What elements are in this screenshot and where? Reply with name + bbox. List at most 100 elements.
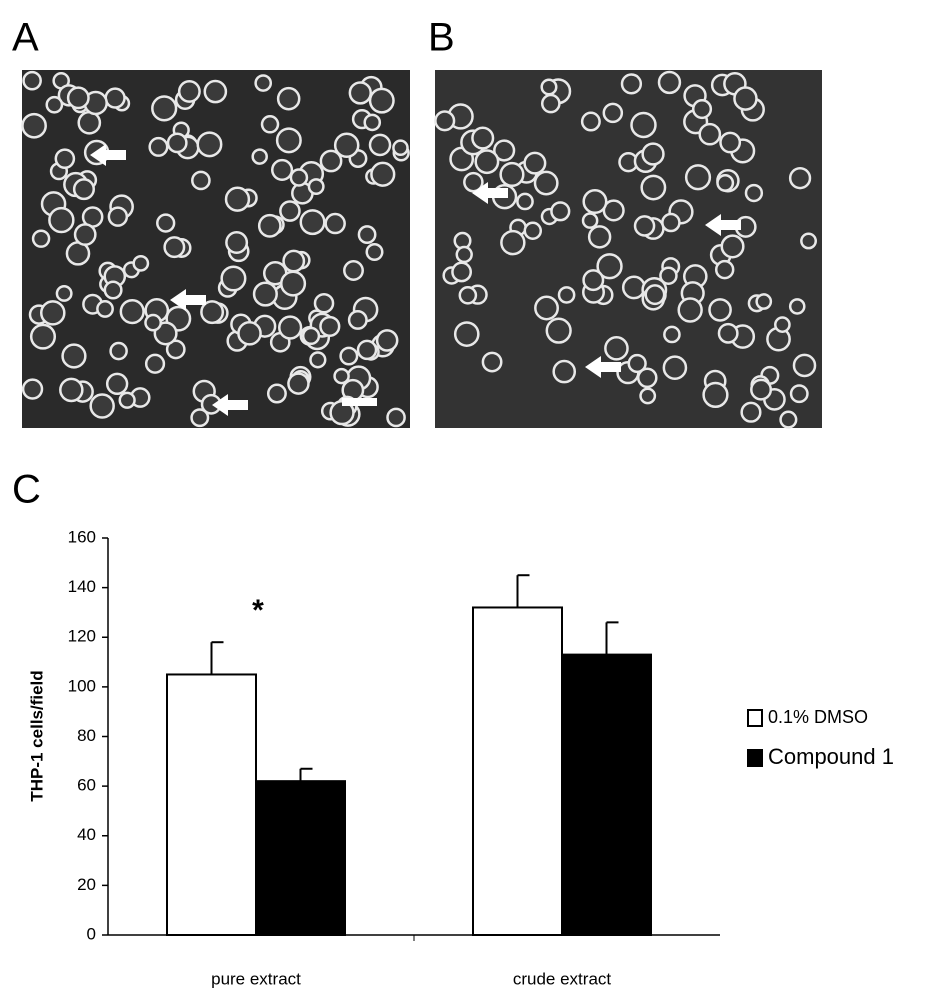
cell [96,300,114,318]
cell [307,178,325,196]
panel-label: B [428,16,455,60]
panel-label: C [12,468,41,512]
cell [224,186,251,212]
cell [657,70,682,95]
cell [45,95,64,114]
cell [523,221,543,240]
x-tick-label: pure extract [211,969,301,988]
cell [471,126,495,150]
cell [347,310,368,330]
cell [458,285,478,305]
cell [266,383,287,404]
cell [733,86,758,111]
cell [714,259,735,280]
cell [587,225,612,249]
cell [324,212,346,235]
y-tick-label: 140 [68,577,96,596]
cell [119,298,145,325]
cell [153,321,178,346]
cell [533,170,559,196]
cell [151,95,178,122]
cell [22,70,42,91]
cell [639,387,657,405]
cell [196,131,223,158]
cell [453,321,480,347]
bar [472,606,563,936]
y-tick-label: 0 [87,924,96,943]
cell [103,280,123,300]
x-tick-label: crude extract [513,969,612,988]
cell [451,261,473,283]
cell [708,298,732,322]
cell [59,377,84,403]
cell [719,131,742,154]
cell [552,359,577,384]
cell [602,199,625,222]
cell [48,206,75,234]
y-axis-label: THP-1 cells/field [27,670,46,801]
cell [580,111,601,132]
cell [252,281,278,307]
cell [40,300,66,326]
cell [602,102,624,124]
cell [148,136,169,157]
legend-swatch [747,749,763,767]
cell [31,229,51,248]
cell [644,284,666,306]
cell [301,326,321,346]
arrow [705,214,741,236]
cell [774,316,791,333]
cell [800,232,817,250]
cell [29,323,57,350]
cell [386,407,406,428]
cell [66,86,90,110]
cell [339,346,359,366]
cell [717,322,739,344]
cell [363,113,382,132]
cell [21,378,44,400]
cell [254,74,273,92]
cell [109,341,128,361]
cell [191,170,211,191]
cell [789,384,809,404]
cell [368,87,395,114]
cell [278,315,303,340]
cell [691,98,713,120]
cell [740,401,762,423]
cell [73,223,97,246]
cell [659,266,678,285]
cell [177,79,201,103]
cell [636,367,658,389]
cell [333,367,350,385]
cell [237,321,262,346]
cell [190,408,210,428]
cell [260,115,280,134]
bar [255,780,346,936]
cell [716,173,735,192]
cell [788,298,806,315]
cell [348,81,372,105]
cell [481,351,503,373]
cell [156,213,176,233]
cell [633,215,656,237]
cell [663,325,681,344]
cell [144,353,166,374]
cell [582,189,608,215]
cell [313,292,335,314]
cell [604,335,629,361]
cell [319,315,341,337]
arrow [170,289,206,311]
bar [561,653,652,937]
cell [523,151,547,175]
cell [270,158,294,181]
y-tick-label: 80 [77,726,96,745]
cell [54,148,76,169]
legend-label: 0.1% DMSO [768,707,868,727]
cell [750,378,773,401]
cell [166,132,188,154]
y-tick-label: 100 [68,676,96,695]
cell [144,313,163,332]
cell [788,167,812,190]
scale-bar [342,398,377,406]
cell [132,254,150,272]
